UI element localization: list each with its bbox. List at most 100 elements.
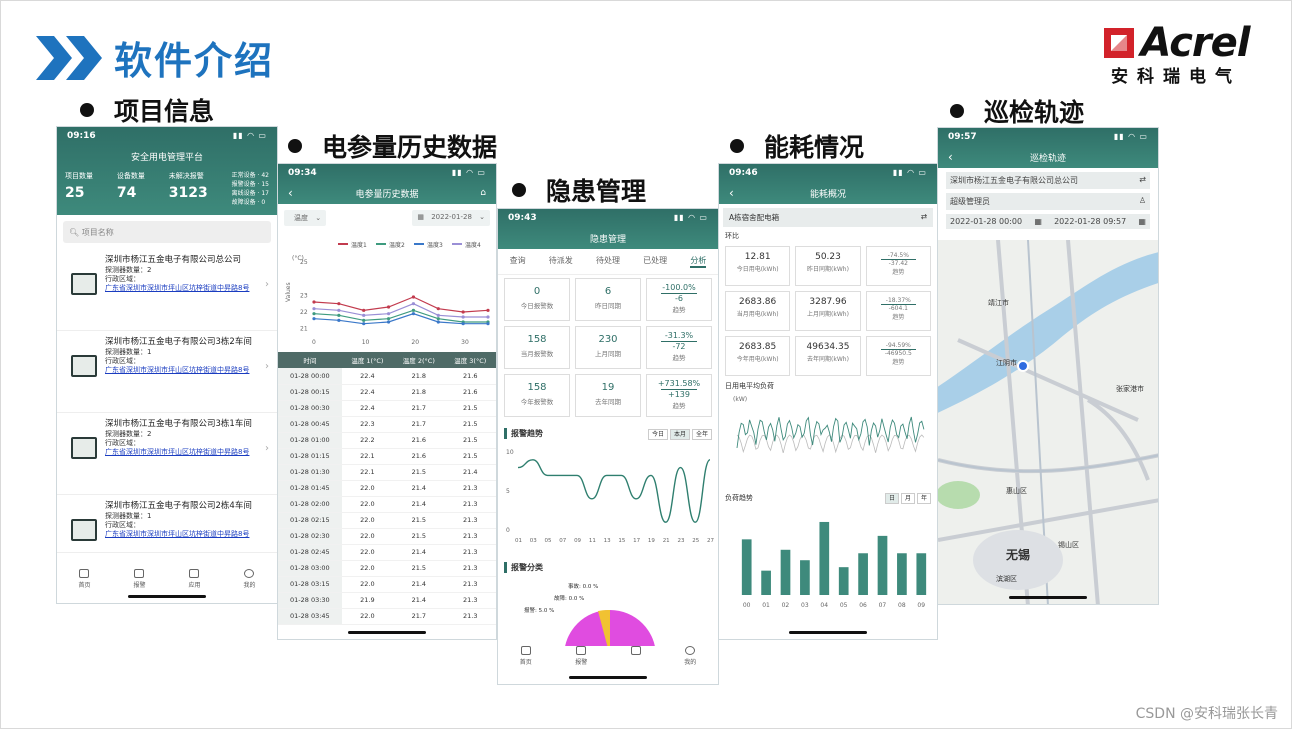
date-range[interactable]: 2022-01-28 00:00 ▦ 2022-01-28 09:57 ▦ — [946, 214, 1150, 229]
section-title: 负荷趋势日月年 — [725, 493, 931, 504]
stat-label: 趋势 — [672, 306, 686, 314]
bullet-project-info: 项目信息 — [80, 92, 214, 128]
trend-percent: -94.59% — [885, 342, 911, 349]
user-select[interactable]: 超级管理员 ♙ — [946, 193, 1150, 210]
tab-analysis[interactable]: 分析 — [690, 255, 707, 268]
table-cell: 21.6 — [393, 432, 445, 449]
back-icon[interactable]: ‹ — [948, 150, 953, 164]
table-cell: 22.0 — [341, 496, 394, 513]
list-item[interactable]: 深圳市杨江五金电子有限公司3栋2车间 探测器数量：1 行政区域： 广东省深圳市深圳市坪… — [57, 331, 277, 413]
x-tick: 15 — [618, 538, 625, 544]
btn-month[interactable]: 月 — [900, 493, 915, 504]
status-time: 09:46 — [729, 168, 758, 178]
tab-pending[interactable]: 待处理 — [595, 256, 620, 265]
table-cell: 21.3 — [444, 480, 496, 497]
back-icon[interactable]: ‹ — [288, 186, 293, 200]
list-item[interactable]: 深圳市杨江五金电子有限公司3栋1车间 探测器数量：2 行政区域： 广东省深圳市深圳市坪… — [57, 413, 277, 495]
table-cell: 22.1 — [341, 464, 394, 481]
stat-label: 上月同期(kWh) — [807, 311, 849, 318]
table-cell: 21.5 — [444, 448, 496, 465]
tab-home[interactable]: 首页 — [78, 569, 91, 589]
stat-value: 3287.96 — [809, 297, 847, 307]
x-tick: 27 — [707, 538, 714, 544]
trend-diff: +139 — [661, 389, 697, 400]
home-icon[interactable]: ⌂ — [480, 188, 486, 198]
slide-header: 软件介绍 — [36, 30, 274, 85]
data-point — [337, 302, 341, 306]
btn-today[interactable]: 今日 — [647, 429, 668, 440]
data-point — [411, 308, 416, 312]
table-cell: 21.7 — [393, 608, 445, 625]
list-item[interactable]: 深圳市杨江五金电子有限公司2栋4车间 探测器数量：1 行政区域： 广东省深圳市深圳市坪… — [57, 495, 277, 553]
phone-project-info: 09:16 ▮▮ ◠ ▭ 安全用电管理平台 项目数量 25 设备数量 74 未解决报警… — [56, 126, 278, 604]
table-cell: 21.3 — [444, 608, 496, 625]
search-input[interactable]: 🔍︎ 项目名称 — [63, 221, 271, 243]
energy-stats-grid: 12.81 今日用电(kWh) 50.23 昨日同期(kWh) -74.5% -37.42… — [719, 243, 937, 379]
tab-alarm[interactable]: 报警 — [575, 646, 587, 666]
stat-value: 12.81 — [744, 252, 771, 262]
stat-alarms[interactable]: 未解决报警 3123 — [168, 172, 208, 201]
stat-label: 趋势 — [672, 402, 686, 410]
data-point — [436, 307, 440, 311]
table-cell: 21.4 — [393, 496, 445, 513]
data-point — [386, 317, 391, 321]
stat-value: 2683.86 — [739, 297, 777, 307]
x-tick: 00 — [743, 602, 751, 609]
btn-year[interactable]: 年 — [916, 493, 931, 504]
stat-cell: -94.59% -46950.5 趋势 — [865, 336, 931, 376]
grid-icon — [189, 569, 200, 578]
tab-apps[interactable]: 应用 — [188, 569, 201, 589]
stat-label: 趋势 — [672, 354, 686, 362]
table-header: 时间 温度 1(°C) 温度 2(°C) 温度 3(°C) — [278, 352, 496, 368]
data-point — [411, 295, 416, 299]
stats-row: 项目数量 25 设备数量 74 未解决报警 3123 正常设备 · 42 报警设备 · … — [57, 167, 277, 215]
company-select[interactable]: 深圳市杨江五金电子有限公司总公司 ⇄ — [946, 172, 1150, 189]
date-picker[interactable]: ▦ 2022-01-28 ⌄ — [412, 210, 490, 226]
device-select[interactable]: A栋宿舍配电箱 ⇄ — [723, 208, 933, 227]
bar — [897, 553, 907, 595]
table-cell: 21.7 — [393, 416, 445, 433]
tab-apps[interactable] — [630, 646, 641, 666]
tab-mine[interactable]: 我的 — [684, 646, 696, 666]
stat-value: 49634.35 — [806, 342, 850, 352]
table-row: 01-28 03:30 21.9 21.4 21.3 — [278, 592, 496, 609]
table-cell: 01-28 03:15 — [278, 576, 342, 593]
tab-alarm[interactable]: 报警 — [133, 569, 146, 589]
tab-to-dispatch[interactable]: 待派发 — [548, 256, 573, 265]
bullet-hazard-mgmt: 隐患管理 — [512, 172, 646, 208]
stat-projects[interactable]: 项目数量 25 — [65, 172, 93, 201]
stat-cell: 6 昨日同期 — [575, 278, 641, 321]
map-view[interactable]: 靖江市 江阴市 张家港市 无锡 锡山区 滨湖区 惠山区 — [938, 239, 1158, 604]
data-point — [486, 308, 490, 312]
stat-value: 19 — [601, 382, 615, 393]
stat-label: 今年用电(kWh) — [736, 356, 779, 363]
series-line — [313, 296, 489, 313]
back-icon[interactable]: ‹ — [729, 186, 734, 200]
stat-cell: 2683.85 今年用电(kWh) — [725, 336, 791, 376]
stat-cell: 19 去年同期 — [575, 374, 641, 417]
stat-cell: +731.58% +139 趋势 — [646, 374, 712, 417]
tab-done[interactable]: 已处理 — [643, 256, 668, 265]
btn-day[interactable]: 日 — [884, 493, 899, 504]
btn-year[interactable]: 全年 — [691, 429, 712, 440]
trend-line — [517, 459, 711, 523]
metric-select[interactable]: 温度 ⌄ — [284, 210, 327, 226]
list-item[interactable]: 深圳市杨江五金电子有限公司总公司 探测器数量：2 行政区域： 广东省深圳市深圳市坪山区… — [57, 249, 277, 331]
data-point — [411, 312, 416, 316]
tab-home[interactable]: 首页 — [520, 646, 532, 666]
building-icon — [67, 519, 97, 548]
stat-value: 158 — [527, 334, 547, 345]
tab-mine[interactable]: 我的 — [243, 569, 256, 589]
calendar-icon: ▦ — [1034, 217, 1042, 226]
table-cell: 01-28 03:30 — [278, 592, 342, 609]
page-title: 能耗概况 — [809, 189, 846, 200]
stat-devices[interactable]: 设备数量 74 — [116, 172, 145, 201]
table-cell: 21.3 — [444, 512, 496, 529]
bar — [838, 567, 849, 595]
tab-query[interactable]: 查询 — [509, 256, 526, 265]
location-marker — [1017, 360, 1029, 372]
stat-cell: 0 今日报警数 — [504, 278, 570, 321]
btn-month[interactable]: 本月 — [669, 429, 690, 440]
status-icons: ▮▮ ◠ ▭ — [673, 213, 708, 222]
legend-label: 温度4 — [465, 241, 481, 249]
